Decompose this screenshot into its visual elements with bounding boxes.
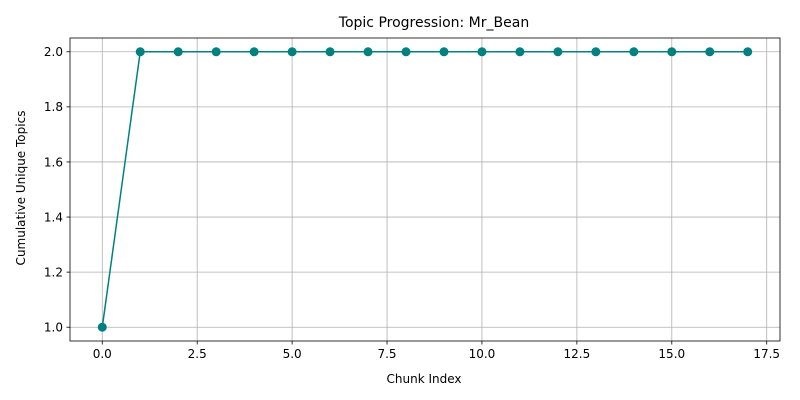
series-line — [101, 51, 748, 328]
data-point — [629, 47, 639, 57]
x-tick-label: 12.5 — [564, 347, 591, 361]
data-point — [325, 47, 335, 57]
x-tick-label: 0.0 — [93, 347, 112, 361]
y-tick-label: 1.6 — [44, 155, 63, 169]
x-tick-label: 15.0 — [658, 347, 685, 361]
x-axis-ticks: 0.0 2.5 5.0 7.5 10.0 12.5 15.0 17.5 — [93, 341, 780, 361]
data-point — [705, 47, 715, 57]
y-tick-label: 1.0 — [44, 321, 63, 335]
chart-title: Topic Progression: Mr_Bean — [338, 15, 529, 31]
data-point — [135, 47, 145, 57]
x-tick-label: 7.5 — [377, 347, 396, 361]
plot-frame — [69, 37, 781, 342]
series-layer — [97, 47, 753, 332]
x-tick-label: 10.0 — [469, 347, 496, 361]
data-point — [173, 47, 183, 57]
y-axis-label: Cumulative Unique Topics — [14, 111, 28, 266]
x-tick-label: 17.5 — [753, 347, 780, 361]
x-tick-label: 5.0 — [283, 347, 302, 361]
data-point — [515, 47, 525, 57]
data-point — [667, 47, 677, 57]
data-point — [401, 47, 411, 57]
y-tick-label: 2.0 — [44, 45, 63, 59]
data-point — [591, 47, 601, 57]
data-point — [439, 47, 449, 57]
y-axis-ticks: 1.0 1.2 1.4 1.6 1.8 2.0 — [44, 45, 70, 335]
data-point — [211, 47, 221, 57]
y-tick-label: 1.8 — [44, 100, 63, 114]
x-tick-label: 2.5 — [188, 347, 207, 361]
y-tick-label: 1.4 — [44, 210, 63, 224]
data-point — [287, 47, 297, 57]
data-point — [249, 47, 259, 57]
x-axis-label: Chunk Index — [387, 372, 462, 386]
data-point — [477, 47, 487, 57]
data-point — [553, 47, 563, 57]
data-point — [97, 322, 107, 332]
data-point — [743, 47, 753, 57]
data-point — [363, 47, 373, 57]
grid — [70, 38, 780, 341]
y-tick-label: 1.2 — [44, 265, 63, 279]
